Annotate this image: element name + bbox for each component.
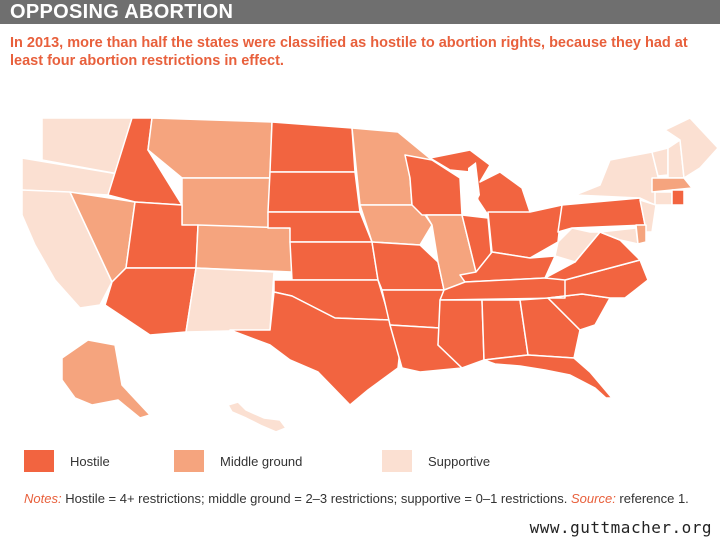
state-MI bbox=[429, 149, 531, 219]
state-IA bbox=[359, 204, 433, 246]
state-NJ bbox=[639, 199, 657, 233]
footer-url: www.guttmacher.org bbox=[529, 518, 712, 537]
legend-swatch-middle bbox=[174, 450, 204, 472]
legend-label-hostile: Hostile bbox=[70, 454, 110, 469]
state-RI bbox=[671, 189, 685, 206]
state-MA bbox=[651, 177, 693, 193]
legend-label-middle: Middle ground bbox=[220, 454, 303, 469]
state-PA bbox=[557, 197, 646, 233]
state-ME bbox=[664, 117, 719, 179]
state-OH bbox=[487, 204, 563, 259]
legend-label-supportive: Supportive bbox=[428, 454, 491, 469]
notes: Notes: Hostile = 4+ restrictions; middle… bbox=[24, 490, 704, 508]
state-AZ bbox=[104, 267, 197, 336]
great-lakes bbox=[468, 162, 480, 210]
state-NC bbox=[547, 259, 649, 299]
state-CT bbox=[654, 191, 673, 206]
source-label: Source: bbox=[571, 491, 616, 506]
header-bar: OPPOSING ABORTION bbox=[0, 0, 720, 24]
notes-label: Notes: bbox=[24, 491, 62, 506]
state-KS bbox=[289, 241, 379, 281]
legend-swatch-hostile bbox=[24, 450, 54, 472]
state-HI bbox=[227, 401, 287, 433]
legend-swatch-supportive bbox=[382, 450, 412, 472]
source-text: reference 1. bbox=[615, 491, 689, 506]
page-title: OPPOSING ABORTION bbox=[10, 1, 234, 23]
map-subtitle: In 2013, more than half the states were … bbox=[10, 35, 688, 69]
state-WY bbox=[181, 177, 271, 229]
state-DE bbox=[635, 224, 647, 245]
notes-text: Hostile = 4+ restrictions; middle ground… bbox=[61, 491, 571, 506]
state-FL bbox=[483, 354, 613, 399]
state-AR bbox=[381, 289, 445, 329]
state-MO bbox=[371, 241, 445, 291]
state-TX bbox=[229, 291, 403, 406]
state-MT bbox=[147, 117, 273, 179]
state-AK bbox=[61, 339, 151, 419]
state-NM bbox=[185, 267, 275, 333]
state-ND bbox=[269, 121, 356, 173]
state-NY bbox=[574, 151, 661, 206]
state-WV bbox=[554, 227, 601, 263]
state-SD bbox=[267, 171, 361, 213]
state-GA bbox=[519, 297, 581, 359]
state-CO bbox=[195, 224, 293, 273]
state-MS bbox=[437, 299, 485, 369]
